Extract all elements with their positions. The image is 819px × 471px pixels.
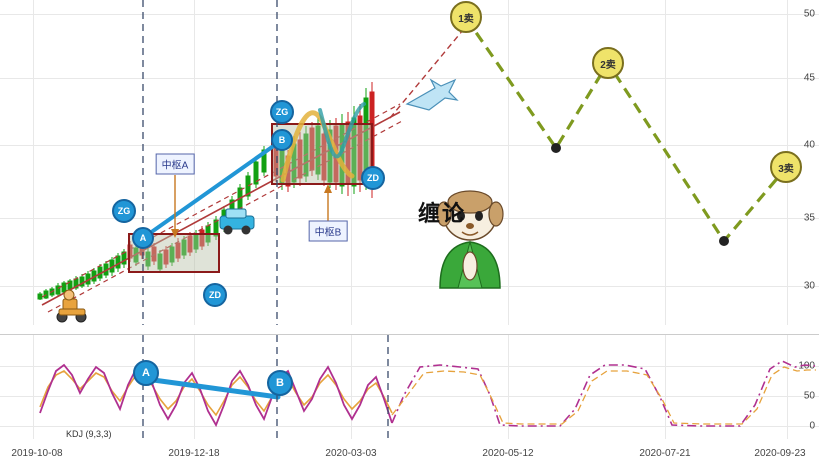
kdj-d-line bbox=[39, 363, 393, 428]
projection-node-2 bbox=[719, 236, 729, 246]
kdj-panel: 100 50 0 A B KDJ (9,3,3) bbox=[0, 334, 819, 439]
ytick-kdj-1: 50 bbox=[803, 390, 815, 402]
xtick-5: 2020-09-23 bbox=[754, 448, 806, 459]
kdj-gridline-50 bbox=[0, 396, 819, 397]
watermark-text: 缠论 bbox=[418, 201, 467, 226]
ytick-main-4: 30 bbox=[803, 280, 815, 292]
marker-zg-1: ZG bbox=[112, 199, 136, 223]
marker-b: B bbox=[271, 129, 293, 151]
marker-sell-1: 1卖 bbox=[450, 1, 482, 33]
ab-trend-line bbox=[141, 138, 284, 240]
ytick-main-0: 50 bbox=[803, 8, 815, 20]
ytick-main-1: 45 bbox=[803, 72, 815, 84]
inner-teal-curve bbox=[318, 102, 366, 159]
airplane-icon bbox=[405, 78, 459, 111]
ytick-kdj-0: 100 bbox=[798, 360, 815, 372]
marker-zg-2: ZG bbox=[270, 100, 294, 124]
gridline-45 bbox=[0, 78, 819, 79]
xtick-3: 2020-05-12 bbox=[482, 448, 534, 459]
kdj-future-k bbox=[391, 366, 816, 425]
x-axis: 2019-10-08 2019-12-18 2020-03-03 2020-05… bbox=[0, 440, 819, 471]
kdj-future-d bbox=[391, 360, 816, 427]
ytick-main-3: 35 bbox=[803, 212, 815, 224]
kdj-k-line bbox=[39, 370, 393, 417]
gridline-50 bbox=[0, 14, 819, 15]
main-price-panel: 50 45 40 35 30 bbox=[0, 0, 819, 325]
projection-path bbox=[464, 17, 788, 243]
marker-sell-2: 2卖 bbox=[592, 47, 624, 79]
gridline-x2 bbox=[194, 0, 195, 325]
kdj-marker-b: B bbox=[267, 370, 293, 396]
kdj-gridline-100 bbox=[0, 366, 819, 367]
ytick-kdj-2: 0 bbox=[809, 420, 815, 432]
scooter-icon bbox=[56, 289, 87, 323]
gridline-x1 bbox=[33, 0, 34, 325]
xtick-2: 2020-03-03 bbox=[325, 448, 377, 459]
kdj-gridline-x5 bbox=[665, 335, 666, 439]
gridline-40 bbox=[0, 145, 819, 146]
car-icon bbox=[219, 208, 255, 235]
gridline-30 bbox=[0, 286, 819, 287]
marker-a: A bbox=[132, 227, 154, 249]
kdj-indicator-label: KDJ (9,3,3) bbox=[66, 429, 112, 439]
kdj-gridline-x6 bbox=[787, 335, 788, 439]
marker-zd-2: ZD bbox=[361, 166, 385, 190]
kdj-svg bbox=[39, 335, 816, 439]
xtick-4: 2020-07-21 bbox=[639, 448, 691, 459]
marker-sell-3: 3卖 bbox=[770, 151, 802, 183]
label-zhongshu-a: 中枢A bbox=[155, 153, 195, 175]
ytick-main-2: 40 bbox=[803, 139, 815, 151]
main-chart-svg bbox=[37, 0, 788, 325]
label-zhongshu-b: 中枢B bbox=[308, 220, 348, 242]
gridline-35 bbox=[0, 218, 819, 219]
marker-zd-1: ZD bbox=[203, 283, 227, 307]
gridline-x5 bbox=[665, 0, 666, 325]
kdj-gridline-x3 bbox=[351, 335, 352, 439]
kdj-gridline-x1 bbox=[33, 335, 34, 439]
kdj-gridline-x4 bbox=[508, 335, 509, 439]
gridline-x4 bbox=[508, 0, 509, 325]
kdj-ab-line bbox=[143, 376, 281, 400]
xtick-0: 2019-10-08 bbox=[11, 448, 63, 459]
projection-node-1 bbox=[551, 143, 561, 153]
kdj-marker-a: A bbox=[133, 360, 159, 386]
kdj-gridline-0 bbox=[0, 426, 819, 427]
inner-orange-curve bbox=[280, 110, 355, 183]
xtick-1: 2019-12-18 bbox=[168, 448, 220, 459]
